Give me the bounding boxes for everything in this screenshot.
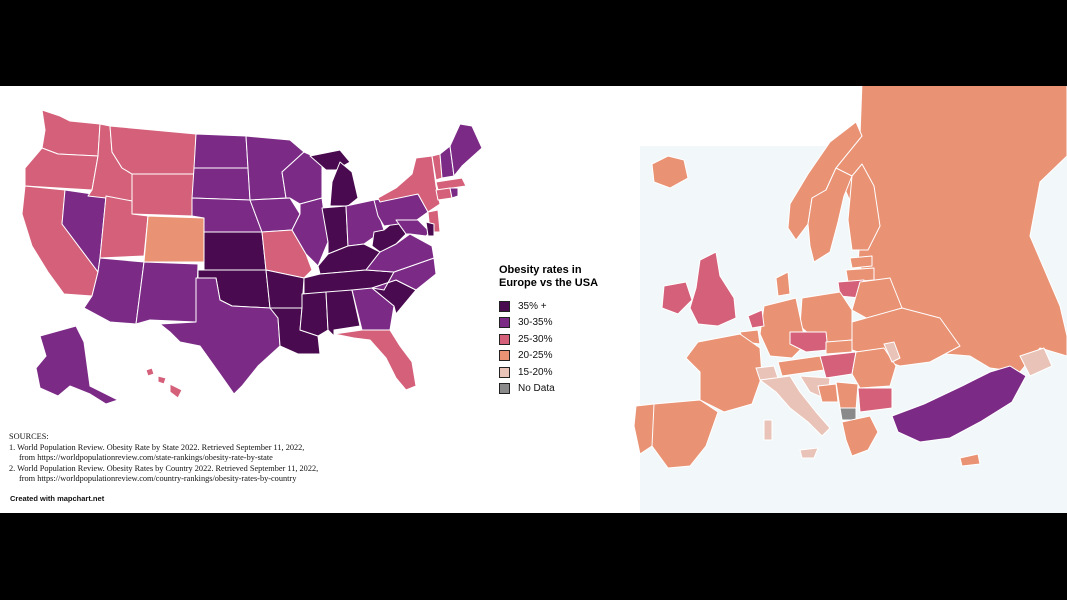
legend-item-30-35: 30-35% (499, 315, 639, 332)
legend-label: 30-35% (518, 317, 553, 329)
country-portugal[interactable] (633, 403, 655, 455)
legend-label: 20-25% (518, 350, 553, 362)
maps-svg (21, 86, 1067, 513)
legend-title-line1: Obesity rates in (499, 264, 582, 276)
state-maryland[interactable] (395, 219, 431, 237)
country-czechia[interactable] (789, 331, 829, 353)
country-sardinia[interactable] (763, 419, 773, 441)
state-colorado[interactable] (143, 215, 205, 263)
country-hungary[interactable] (819, 351, 857, 379)
state-florida[interactable] (333, 329, 417, 391)
state-alaska[interactable] (35, 325, 119, 405)
legend-swatch (499, 366, 510, 378)
country-caucasus[interactable] (1019, 347, 1053, 377)
legend-title: Obesity rates in Europe vs the USA (499, 264, 639, 290)
country-kosovo[interactable] (839, 407, 857, 421)
country-norway[interactable] (787, 121, 863, 241)
legend-label: No Data (518, 383, 555, 395)
legend-swatch (499, 317, 510, 329)
country-estonia[interactable] (849, 255, 873, 269)
map-canvas: Obesity rates in Europe vs the USA 35% +… (0, 86, 1067, 513)
country-bulgaria[interactable] (857, 387, 893, 413)
state-georgia[interactable] (351, 287, 395, 331)
state-west-virginia[interactable] (371, 219, 407, 253)
legend-title-line2: Europe vs the USA (499, 277, 599, 289)
state-north-dakota[interactable] (193, 133, 249, 169)
country-sicily[interactable] (799, 447, 819, 459)
legend-swatch (499, 333, 510, 345)
sources-heading: SOURCES: (9, 432, 49, 441)
country-sweden[interactable] (807, 167, 853, 263)
country-serbia[interactable] (835, 381, 859, 411)
state-washington[interactable] (41, 109, 101, 157)
state-montana[interactable] (109, 125, 197, 175)
country-finland[interactable] (847, 163, 881, 251)
legend: Obesity rates in Europe vs the USA 35% +… (499, 264, 639, 397)
country-bosnia[interactable] (817, 383, 839, 403)
state-connecticut[interactable] (435, 187, 453, 201)
state-wyoming[interactable] (131, 173, 195, 217)
state-new-york[interactable] (377, 155, 441, 213)
europe-map (633, 86, 1067, 513)
country-greece[interactable] (841, 415, 879, 457)
sources-block: SOURCES: 1. World Population Review. Obe… (9, 432, 318, 485)
state-massachusetts[interactable] (435, 177, 467, 191)
source-url-2: from https://worldpopulationreview.com/c… (19, 474, 297, 484)
country-united-kingdom[interactable] (689, 251, 737, 327)
country-moldova[interactable] (883, 341, 901, 363)
state-texas[interactable] (159, 277, 281, 395)
legend-label: 15-20% (518, 366, 553, 378)
source-url-1: from https://worldpopulationreview.com/s… (19, 453, 273, 463)
state-rhode-island[interactable] (449, 187, 459, 199)
legend-item-35-plus: 35% + (499, 298, 639, 315)
state-south-dakota[interactable] (191, 167, 251, 201)
country-ireland[interactable] (661, 281, 693, 315)
country-italy[interactable] (759, 375, 831, 437)
state-delaware[interactable] (425, 221, 435, 237)
state-illinois[interactable] (291, 197, 329, 267)
country-slovakia[interactable] (825, 339, 853, 355)
legend-item-15-20: 15-20% (499, 364, 639, 381)
country-netherlands[interactable] (747, 309, 765, 329)
legend-item-25-30: 25-30% (499, 331, 639, 348)
legend-swatch (499, 350, 510, 362)
legend-label: 35% + (518, 300, 547, 312)
state-kansas[interactable] (203, 231, 267, 271)
credit-text: Created with mapchart.net (10, 494, 105, 503)
state-hawaii[interactable] (145, 367, 183, 399)
country-turkey[interactable] (891, 365, 1027, 443)
state-mississippi[interactable] (299, 291, 329, 337)
legend-item-20-25: 20-25% (499, 348, 639, 365)
country-romania[interactable] (851, 347, 897, 389)
legend-swatch (499, 383, 510, 395)
country-cyprus[interactable] (959, 453, 981, 467)
source-line-1: 1. World Population Review. Obesity Rate… (9, 442, 305, 452)
country-iceland[interactable] (651, 155, 689, 189)
state-new-mexico[interactable] (135, 261, 199, 325)
legend-label: 25-30% (518, 333, 553, 345)
country-france[interactable] (685, 333, 763, 413)
usa-map (21, 109, 483, 405)
source-line-2: 2. World Population Review. Obesity Rate… (9, 463, 319, 473)
legend-item-no-data: No Data (499, 381, 639, 398)
legend-swatch (499, 300, 510, 312)
state-maine[interactable] (449, 123, 483, 177)
country-denmark[interactable] (775, 271, 791, 297)
